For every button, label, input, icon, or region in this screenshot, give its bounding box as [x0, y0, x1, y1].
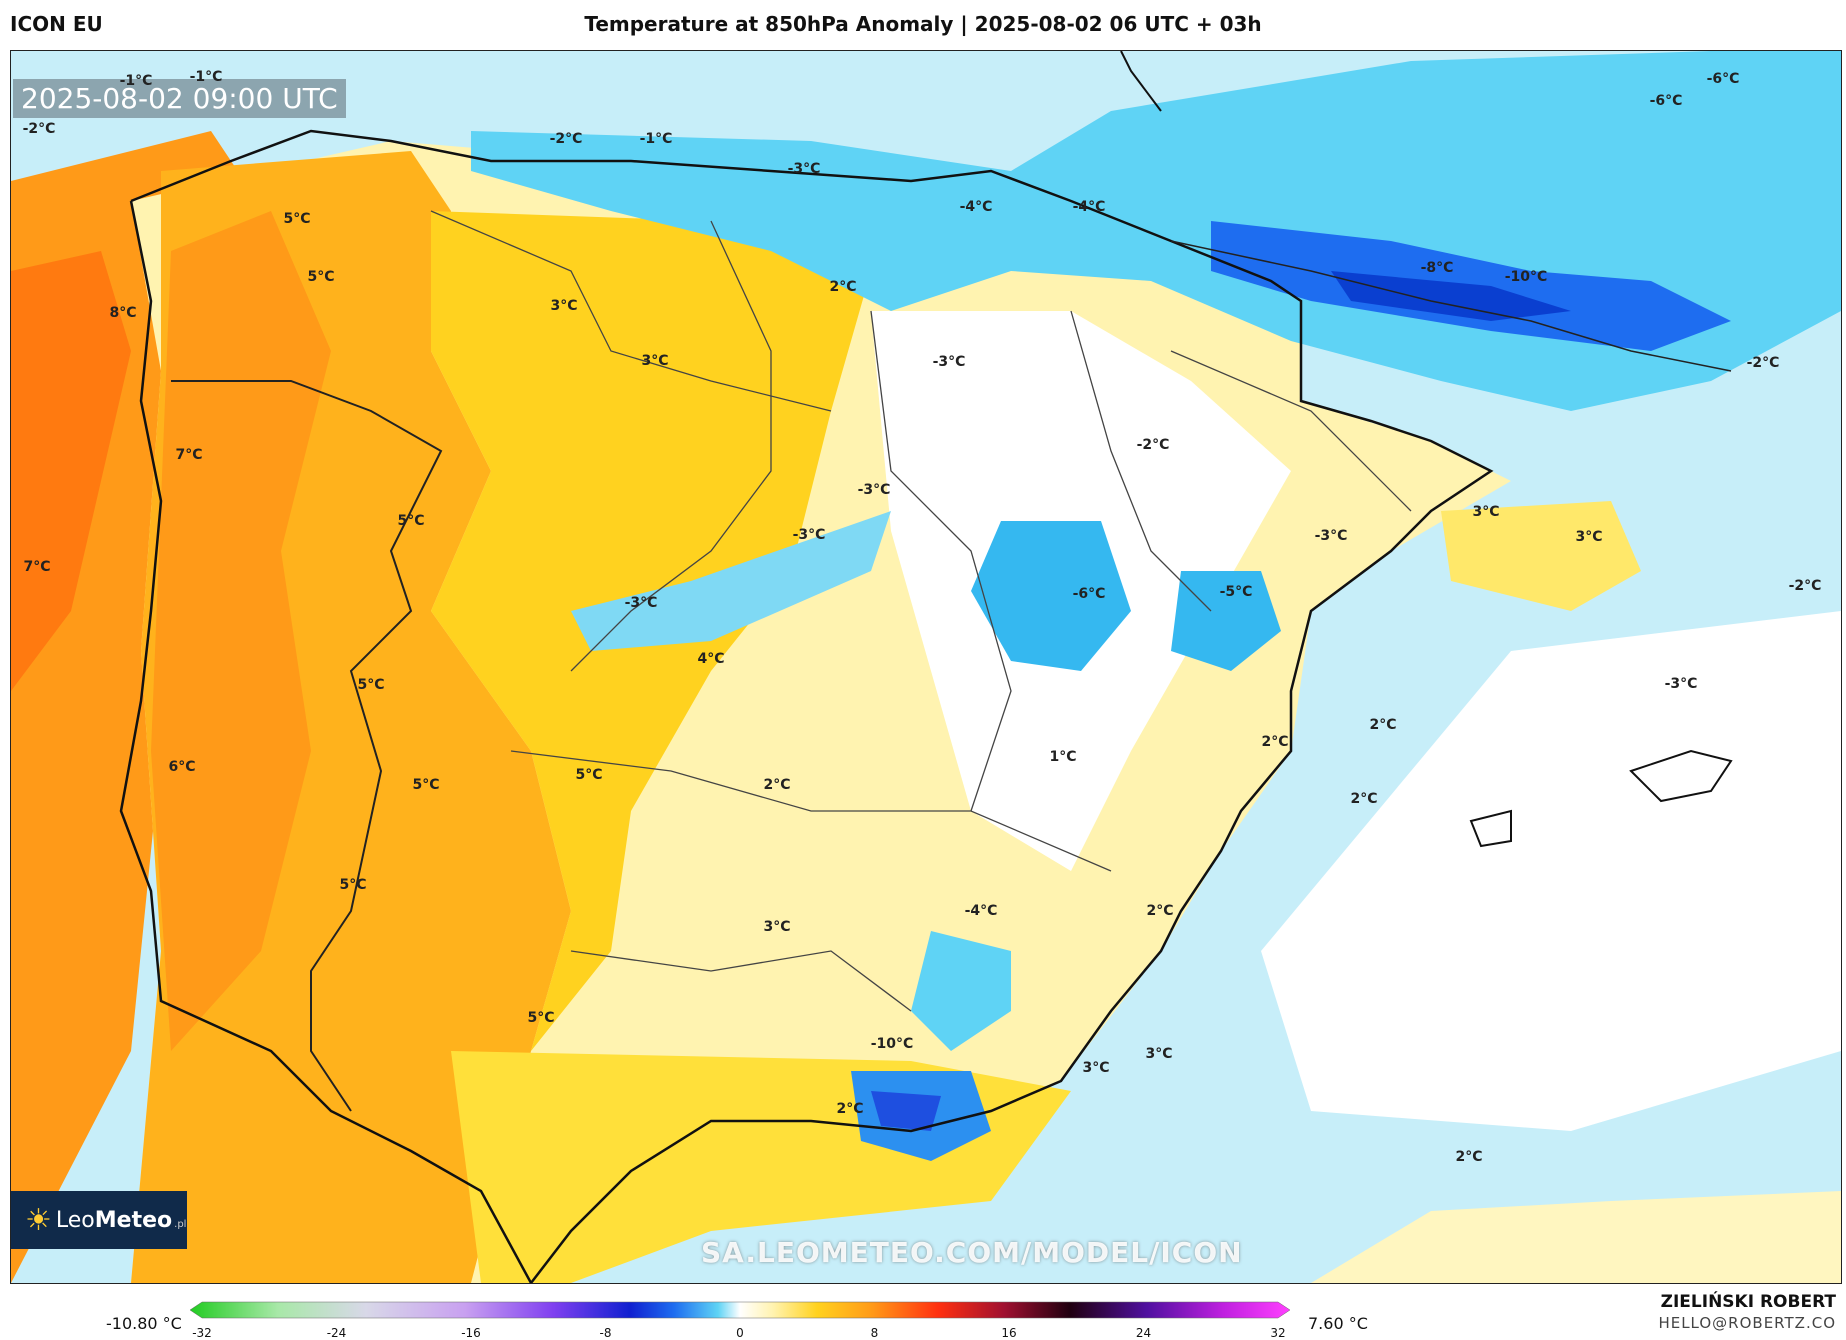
- contour-label: -4°C: [1072, 199, 1106, 215]
- contour-label: 2°C: [836, 1101, 864, 1117]
- legend-tick: -24: [326, 1326, 347, 1340]
- contour-label: -8°C: [1420, 260, 1454, 276]
- contour-label: 8°C: [109, 305, 137, 321]
- contour-label: 7°C: [23, 559, 51, 575]
- legend-max-value: 7.60 °C: [1308, 1314, 1368, 1333]
- contour-label: -4°C: [964, 903, 998, 919]
- contour-label: -6°C: [1706, 71, 1740, 87]
- contour-label: 2°C: [1350, 791, 1378, 807]
- legend-tick: 32: [1270, 1326, 1286, 1340]
- logo-text: LeoMeteo: [55, 1207, 173, 1233]
- contour-label: -5°C: [1219, 584, 1253, 600]
- contour-label: 7°C: [175, 447, 203, 463]
- anomaly-field: [11, 51, 1841, 1283]
- legend-tick: -32: [192, 1326, 212, 1340]
- model-name: ICON EU: [10, 12, 103, 36]
- legend-tick: -8: [599, 1326, 612, 1340]
- contour-label: -3°C: [787, 161, 821, 177]
- contour-label: 5°C: [412, 777, 440, 793]
- contour-label: 5°C: [283, 211, 311, 227]
- contour-label: 5°C: [527, 1010, 555, 1026]
- source-watermark: SA.LEOMETEO.COM/MODEL/ICON: [701, 1236, 1243, 1269]
- contour-label: 2°C: [763, 777, 791, 793]
- footer: -10.80 °C: [0, 1282, 1846, 1340]
- header: ICON EU Temperature at 850hPa Anomaly | …: [0, 0, 1846, 50]
- logo-suffix: .pl: [174, 1218, 187, 1230]
- contour-label: 3°C: [1575, 529, 1603, 545]
- contour-label: 5°C: [357, 677, 385, 693]
- contour-label: -10°C: [1504, 269, 1548, 285]
- valid-time-badge: 2025-08-02 09:00 UTC: [13, 79, 346, 118]
- contour-label: 5°C: [307, 269, 335, 285]
- author-name: ZIELIŃSKI ROBERT: [1660, 1292, 1836, 1312]
- contour-label: -3°C: [932, 354, 966, 370]
- contour-label: -1°C: [119, 73, 153, 89]
- contour-label: -1°C: [639, 131, 673, 147]
- legend-tick: 16: [1001, 1326, 1017, 1340]
- contour-label: -10°C: [870, 1036, 914, 1052]
- contour-label: -3°C: [1314, 528, 1348, 544]
- leometeo-logo: ☀ LeoMeteo .pl: [11, 1191, 187, 1249]
- contour-label: -6°C: [1072, 586, 1106, 602]
- contour-label: 3°C: [1472, 504, 1500, 520]
- contour-label: -2°C: [549, 131, 583, 147]
- color-scale-bar: [190, 1301, 1290, 1319]
- contour-label: -3°C: [1664, 676, 1698, 692]
- contour-label: 2°C: [1146, 903, 1174, 919]
- contour-label: 3°C: [1082, 1060, 1110, 1076]
- contour-label: -3°C: [857, 482, 891, 498]
- legend-min-value: -10.80 °C: [106, 1314, 182, 1333]
- contour-label: -2°C: [1788, 578, 1822, 594]
- contour-label: 1°C: [1049, 749, 1077, 765]
- contour-label: 5°C: [575, 767, 603, 783]
- contour-label: -6°C: [1649, 93, 1683, 109]
- contour-label: 3°C: [550, 298, 578, 314]
- contour-label: 3°C: [1145, 1046, 1173, 1062]
- contour-label: -1°C: [189, 69, 223, 85]
- author-email: HELLO@ROBERTZ.CO: [1658, 1314, 1836, 1332]
- contour-label: -2°C: [1136, 437, 1170, 453]
- contour-label: 2°C: [829, 279, 857, 295]
- sun-icon: ☀: [25, 1202, 52, 1238]
- legend-tick: 0: [736, 1326, 744, 1340]
- contour-label: 2°C: [1261, 734, 1289, 750]
- contour-label: -2°C: [22, 121, 56, 137]
- contour-label: 3°C: [641, 353, 669, 369]
- legend-tick: 8: [870, 1326, 879, 1340]
- contour-label: 2°C: [1455, 1149, 1483, 1165]
- contour-label: 4°C: [697, 651, 725, 667]
- contour-label: -4°C: [959, 199, 993, 215]
- contour-label: -3°C: [624, 595, 658, 611]
- contour-label: 6°C: [168, 759, 196, 775]
- contour-label: -3°C: [792, 527, 826, 543]
- contour-label: 5°C: [339, 877, 367, 893]
- contour-label: 5°C: [397, 513, 425, 529]
- contour-label: 2°C: [1369, 717, 1397, 733]
- map-area: 2025-08-02 09:00 UTC -1°C -1°C -2°C -2°C…: [10, 50, 1842, 1284]
- contour-label: 3°C: [763, 919, 791, 935]
- chart-title: Temperature at 850hPa Anomaly | 2025-08-…: [584, 12, 1262, 36]
- legend-tick: -16: [461, 1326, 481, 1340]
- legend-tick: 24: [1135, 1326, 1152, 1340]
- contour-label: -2°C: [1746, 355, 1780, 371]
